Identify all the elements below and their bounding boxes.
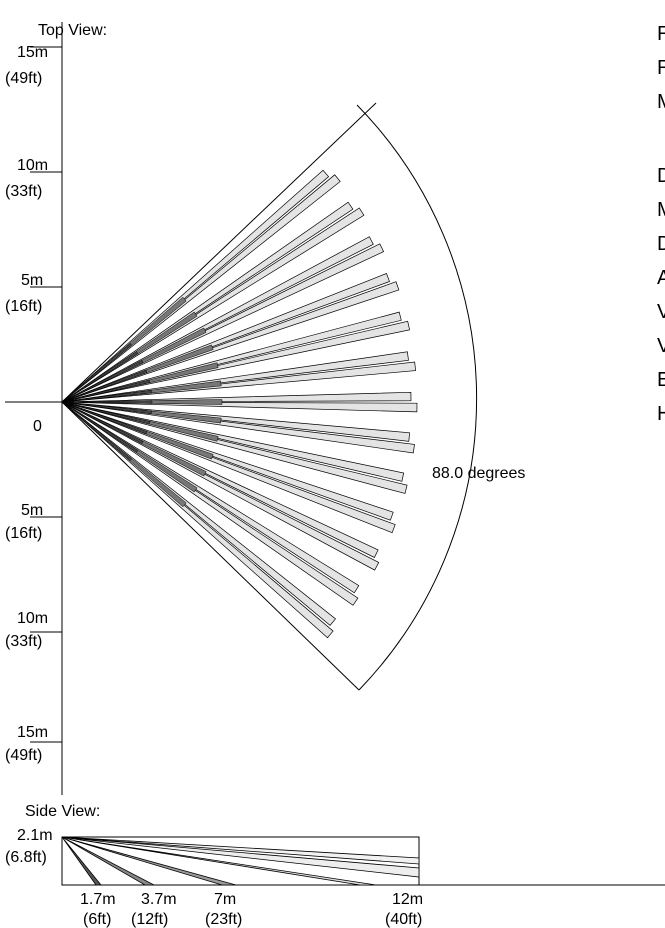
side-height-m: 2.1m bbox=[17, 827, 53, 844]
top-beam-inner bbox=[61, 342, 133, 403]
top-beam-inner bbox=[61, 389, 152, 403]
coverage-angle-arc bbox=[356, 104, 478, 691]
top-beam bbox=[61, 311, 402, 403]
tick-upper-10m-ft: (33ft) bbox=[5, 183, 42, 200]
top-beam bbox=[61, 401, 418, 413]
side-distance-1-ft: (6ft) bbox=[83, 911, 111, 928]
top-beam-inner bbox=[61, 369, 148, 403]
side-panel-letter-7: A bbox=[657, 267, 665, 289]
tick-upper-15m-m: 15m bbox=[17, 44, 48, 61]
side-beam-2 bbox=[61, 836, 155, 886]
side-panel-letter-1: R bbox=[657, 23, 665, 45]
side-panel-letter-5: M bbox=[657, 199, 665, 221]
tick-lower-5m-m: 5m bbox=[21, 502, 43, 519]
side-panel-letter-11: H bbox=[657, 403, 665, 425]
side-beam-3 bbox=[61, 836, 237, 886]
side-panel-letter-4: D bbox=[657, 165, 665, 187]
tick-lower-5m-ft: (16ft) bbox=[5, 525, 42, 542]
tick-lower-15m-m: 15m bbox=[17, 724, 48, 741]
top-beam-inner bbox=[61, 401, 152, 415]
side-panel-letter-3: M bbox=[657, 91, 665, 113]
side-panel-letter-2: R bbox=[657, 57, 665, 79]
side-distance-3-m: 7m bbox=[214, 891, 236, 908]
top-beam-inner bbox=[61, 379, 151, 403]
top-beam bbox=[61, 351, 409, 403]
top-beam-inner bbox=[61, 359, 144, 403]
tick-upper-15m-ft: (49ft) bbox=[5, 70, 42, 87]
top-beam-inner bbox=[61, 351, 139, 403]
tick-upper-5m-m: 5m bbox=[21, 272, 43, 289]
top-beam bbox=[61, 401, 408, 494]
side-view-label: Side View: bbox=[25, 803, 100, 820]
top-view-label: Top View: bbox=[38, 22, 107, 39]
coverage-boundary-upper bbox=[61, 102, 377, 403]
side-distance-2-m: 3.7m bbox=[141, 891, 177, 908]
side-height-ft: (6.8ft) bbox=[5, 849, 47, 866]
side-beam-5 bbox=[61, 836, 420, 878]
side-distance-3-ft: (23ft) bbox=[205, 911, 242, 928]
side-distance-4-m: 12m bbox=[392, 891, 423, 908]
top-beam-inner bbox=[61, 401, 148, 435]
beam-group bbox=[61, 169, 418, 639]
side-beam-1 bbox=[61, 836, 102, 886]
top-beam-inner bbox=[61, 400, 153, 404]
side-distance-1-m: 1.7m bbox=[80, 891, 116, 908]
origin-label: 0 bbox=[33, 418, 42, 435]
top-beam bbox=[61, 401, 415, 454]
tick-upper-10m-m: 10m bbox=[17, 157, 48, 174]
side-distance-4-ft: (40ft) bbox=[385, 911, 422, 928]
top-beam bbox=[61, 401, 380, 571]
top-beam-inner bbox=[61, 401, 144, 445]
coverage-angle-label: 88.0 degrees bbox=[432, 465, 525, 482]
side-view-frame bbox=[61, 836, 420, 886]
top-beam bbox=[61, 236, 374, 403]
top-beam bbox=[61, 391, 412, 403]
side-beam-4 bbox=[61, 836, 377, 886]
tick-upper-5m-ft: (16ft) bbox=[5, 298, 42, 315]
side-beam-6 bbox=[61, 836, 420, 865]
tick-lower-15m-ft: (49ft) bbox=[5, 747, 42, 764]
coverage-boundary-lower bbox=[61, 401, 360, 691]
top-beam bbox=[61, 401, 359, 606]
top-beam-inner bbox=[61, 401, 151, 425]
side-distance-2-ft: (12ft) bbox=[131, 911, 168, 928]
top-beam-inner bbox=[61, 401, 133, 462]
tick-lower-10m-m: 10m bbox=[17, 610, 48, 627]
side-panel-letter-10: E bbox=[657, 369, 665, 391]
side-panel-letter-6: D bbox=[657, 233, 665, 255]
side-panel-letter-8: V bbox=[657, 301, 665, 323]
tick-lower-10m-ft: (33ft) bbox=[5, 633, 42, 650]
side-panel-letter-9: V bbox=[657, 335, 665, 357]
top-beam-inner bbox=[61, 401, 139, 453]
top-beam bbox=[61, 401, 396, 534]
top-beam bbox=[61, 273, 390, 403]
top-beam bbox=[61, 201, 354, 403]
